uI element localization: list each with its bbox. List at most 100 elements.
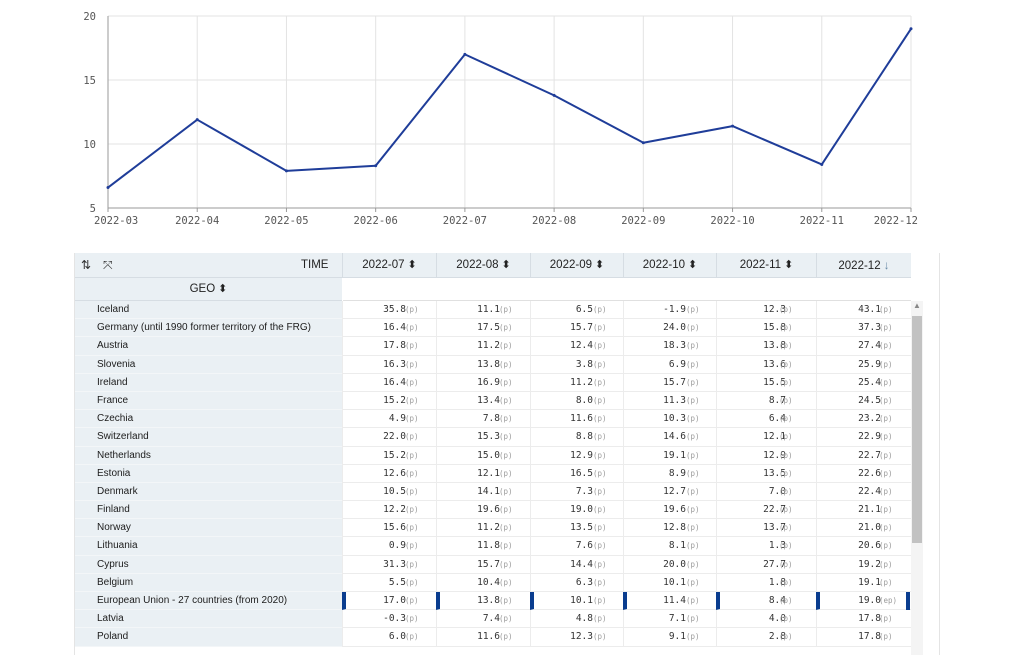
table-cell: 8.0 (p) <box>530 391 623 411</box>
table-row: Poland 6.0 (p) 11.6 (p) 12.3 (p) 9.1 (p) 2.8 (p) 17… <box>75 628 911 647</box>
cell-value: 12.7 <box>663 485 686 497</box>
cell-flag: (p) <box>499 577 513 587</box>
cell-value: 13.8 <box>763 340 786 352</box>
row-country-label[interactable]: Ireland <box>75 373 342 392</box>
cell-flag: (p) <box>499 450 513 460</box>
table-cell: -1.9 (p) <box>623 301 716 320</box>
cell-value: 15.8 <box>763 322 786 334</box>
row-country-label[interactable]: Poland <box>75 628 342 647</box>
row-country-label[interactable]: Switzerland <box>75 428 342 447</box>
sort-both-icon[interactable]: ⬍ <box>218 283 228 295</box>
column-header-label: 2022-09 <box>549 259 592 271</box>
row-country-label[interactable]: Norway <box>75 519 342 538</box>
table-row: Ireland 16.4 (p) 16.9 (p) 11.2 (p) 15.7 (p) 15.5(… <box>75 373 911 392</box>
table-cell: 21.0 (p) <box>816 519 911 538</box>
row-country-label[interactable]: Denmark <box>75 482 342 502</box>
table-cell: 21.1 (p) <box>816 501 911 520</box>
table-cell: 22.9 (p) <box>816 428 911 447</box>
cell-flag: (p) <box>686 323 700 333</box>
row-country-label[interactable]: Netherlands <box>75 446 342 465</box>
x-tick-label: 2022-07 <box>443 215 487 227</box>
column-header-2022-09[interactable]: 2022-09 ⬍ <box>530 253 623 277</box>
cell-flag: (p) <box>879 359 893 369</box>
data-point <box>731 124 735 128</box>
row-country-label[interactable]: France <box>75 391 342 411</box>
cell-flag: (p) <box>779 414 793 424</box>
table-row: Denmark 10.5 (p) 14.1 (p) 7.3 (p) 12.7 (p) 7.0 (p)… <box>75 482 911 502</box>
table-cell: 12.2 (p) <box>342 501 436 520</box>
x-tick-label: 2022-06 <box>354 215 398 227</box>
row-country-label[interactable]: Austria <box>75 337 342 356</box>
cell-value: 15.2 <box>383 394 406 406</box>
table-cell: 12.7 (p) <box>623 482 716 502</box>
row-country-label[interactable]: Latvia <box>75 610 342 629</box>
cell-flag: (p) <box>779 523 793 533</box>
row-country-label[interactable]: Finland <box>75 501 342 520</box>
table-cell: 12.3 (p) <box>530 628 623 647</box>
cell-value: 9.1 <box>668 631 686 643</box>
table-cell: 11.2 (p) <box>436 337 530 356</box>
cell-flag: (p) <box>405 432 419 442</box>
table-cell: 7.4 (p) <box>436 610 530 629</box>
geo-dimension-header[interactable]: GEO ⬍ <box>75 278 342 301</box>
table-cell: 8.7 (p) <box>716 391 816 411</box>
cell-flag: (p) <box>879 395 893 405</box>
row-country-label[interactable]: Estonia <box>75 464 342 483</box>
table-cell: 11.4 (p) <box>623 592 716 611</box>
row-country-label[interactable]: Iceland <box>75 301 342 320</box>
table-cell: 10.1 (p) <box>530 592 623 611</box>
table-cell: 6.3 (p) <box>530 573 623 592</box>
chart-ticks: 5 10 15 20 2022-03 2022-04 2022-05 2022-06 2022-… <box>83 11 918 227</box>
cell-flag: (p) <box>405 559 419 569</box>
table-cell: 17.8 (p) <box>342 337 436 356</box>
x-tick-label: 2022-12 <box>874 215 918 227</box>
cell-value: 13.8 <box>477 595 500 606</box>
column-header-label: 2022-07 <box>362 259 405 271</box>
cell-flag: (p) <box>593 486 607 496</box>
table-scrollbar[interactable]: ▲ <box>911 301 923 655</box>
sort-descending-icon[interactable]: ↓ <box>883 258 890 272</box>
row-country-label[interactable]: European Union - 27 countries (from 2020… <box>75 592 342 611</box>
cell-flag: (p) <box>593 505 607 515</box>
row-country-label[interactable]: Cyprus <box>75 555 342 574</box>
cell-flag: (p) <box>499 523 513 533</box>
scroll-up-icon[interactable]: ▲ <box>913 301 921 310</box>
cell-flag: (p) <box>499 395 513 405</box>
sort-both-icon[interactable]: ⬍ <box>595 259 605 271</box>
table-cell: 16.4 (p) <box>342 319 436 338</box>
table-cell: 13.5 (p) <box>530 519 623 538</box>
cell-value: 13.4 <box>477 394 500 406</box>
row-country-label[interactable]: Belgium <box>75 573 342 592</box>
column-header-2022-12[interactable]: 2022-12 ↓ <box>816 253 911 277</box>
cell-flag: (p) <box>405 341 419 351</box>
table-row: Austria 17.8 (p) 11.2 (p) 12.4 (p) 18.3 (p) 13.8(… <box>75 337 911 356</box>
cell-value: -0.3 <box>383 613 406 625</box>
cell-flag: (p) <box>879 486 893 496</box>
table-cell: 15.0 (p) <box>436 446 530 465</box>
expand-icon[interactable]: ⤧ <box>103 258 113 272</box>
sort-both-icon[interactable]: ⬍ <box>407 259 417 271</box>
sort-both-icon[interactable]: ⬍ <box>688 259 698 271</box>
cell-flag: (p) <box>686 505 700 515</box>
row-country-label[interactable]: Slovenia <box>75 355 342 374</box>
column-header-2022-11[interactable]: 2022-11 ⬍ <box>716 253 816 277</box>
sort-both-icon[interactable]: ⬍ <box>784 259 794 271</box>
sort-arrows-icon[interactable]: ⇅ <box>81 258 92 272</box>
table-row: Switzerland 22.0 (p) 15.3 (p) 8.8 (p) 14.6 (p) 12… <box>75 428 911 447</box>
column-header-2022-08[interactable]: 2022-08 ⬍ <box>436 253 530 277</box>
sort-both-icon[interactable]: ⬍ <box>501 259 511 271</box>
cell-value: 7.6 <box>575 540 593 552</box>
cell-flag: (p) <box>879 450 893 460</box>
row-country-label[interactable]: Lithuania <box>75 537 342 556</box>
scroll-thumb[interactable] <box>912 316 922 543</box>
row-country-label[interactable]: Czechia <box>75 410 342 429</box>
cell-flag: (p) <box>779 486 793 496</box>
cell-value: 20.0 <box>663 558 686 570</box>
table-cell: 27.7 (p) <box>716 555 816 574</box>
table-cell: 14.6 (p) <box>623 428 716 447</box>
row-country-label[interactable]: Germany (until 1990 former territory of … <box>75 319 342 338</box>
cell-value: 10.4 <box>477 576 500 588</box>
column-header-2022-07[interactable]: 2022-07 ⬍ <box>342 253 436 277</box>
table-cell: 13.8 (p) <box>436 355 530 374</box>
column-header-2022-10[interactable]: 2022-10 ⬍ <box>623 253 716 277</box>
